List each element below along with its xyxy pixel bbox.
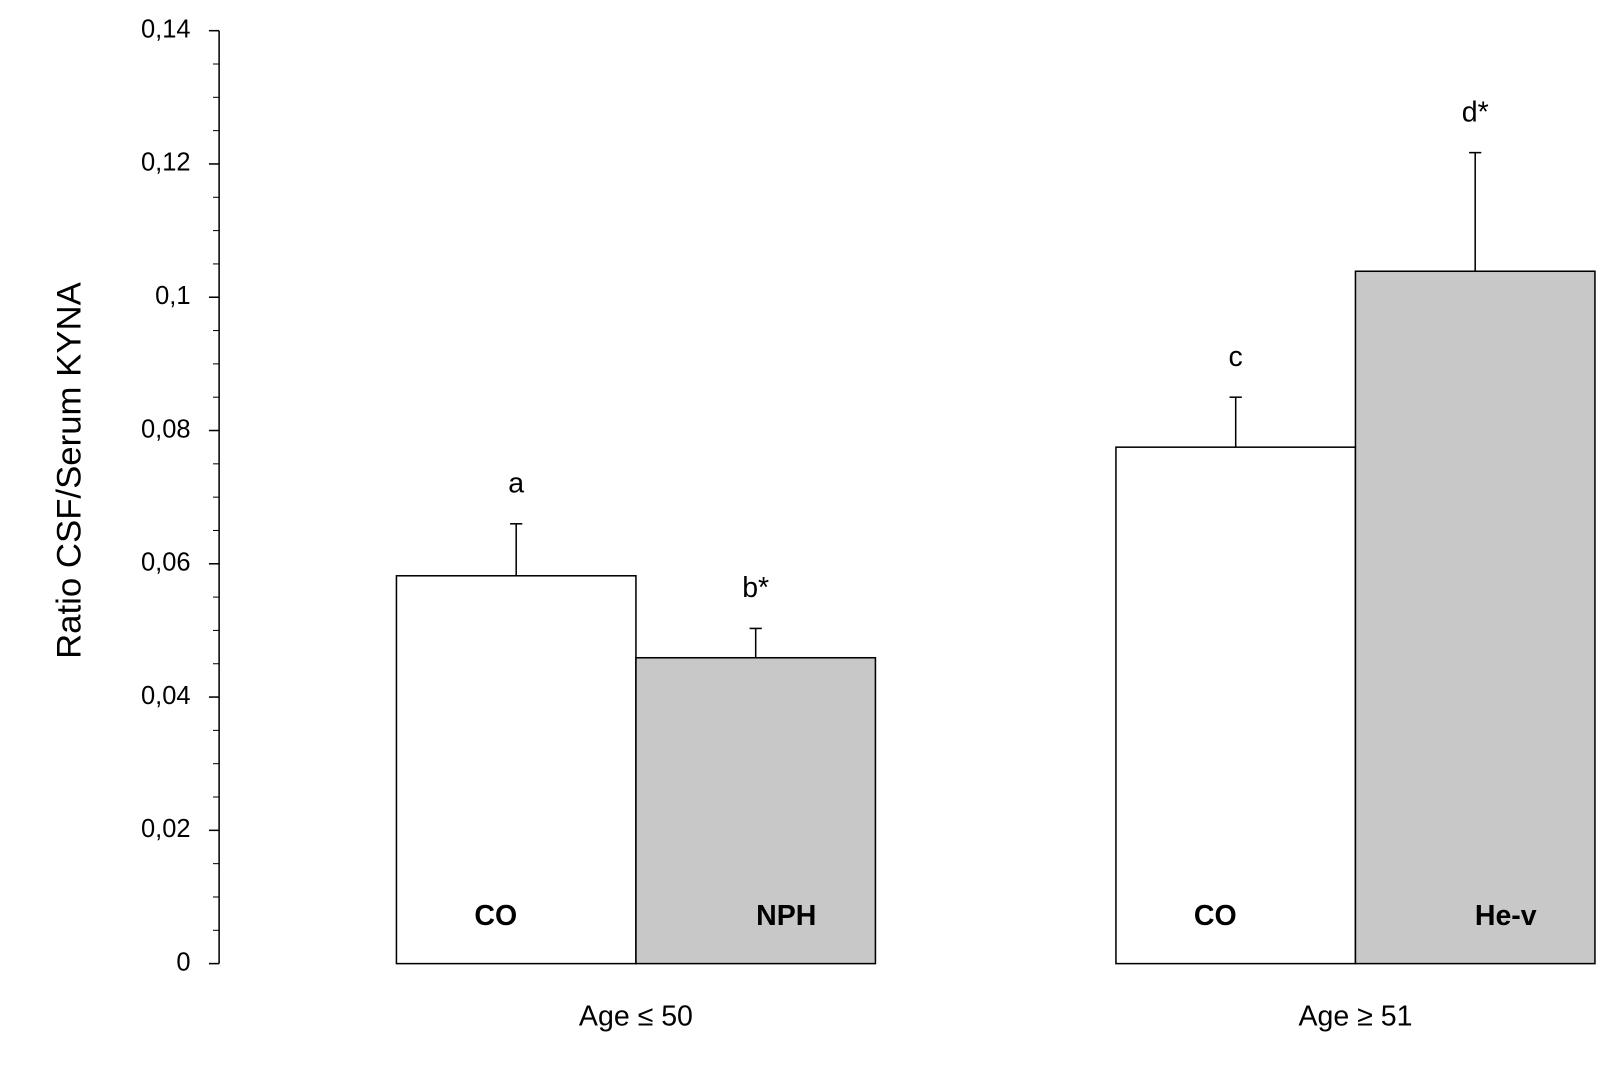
- y-tick-label: 0,12: [141, 149, 191, 177]
- y-tick-label: 0,02: [141, 815, 191, 843]
- y-tick-label: 0,08: [141, 415, 191, 443]
- bar: [395, 575, 637, 965]
- y-tick-label: 0,1: [155, 282, 190, 310]
- bar: [1115, 446, 1357, 965]
- category-label: Age ≤ 50: [579, 1000, 693, 1032]
- bar-label: He-v: [1475, 900, 1537, 932]
- bar-label: CO: [474, 900, 517, 932]
- annotation: d*: [1462, 96, 1489, 128]
- y-tick-label: 0: [176, 948, 190, 976]
- annotation: c: [1229, 341, 1243, 373]
- annotation: b*: [742, 572, 769, 604]
- y-axis-label: Ratio CSF/Serum KYNA: [51, 281, 89, 659]
- y-tick-label: 0,14: [141, 15, 191, 43]
- bar: [635, 656, 877, 965]
- annotation: a: [508, 467, 524, 499]
- y-tick-label: 0,06: [141, 548, 191, 576]
- bar-label: NPH: [756, 900, 816, 932]
- bar-label: CO: [1194, 900, 1237, 932]
- bar: [1354, 270, 1596, 965]
- y-tick-label: 0,04: [141, 682, 191, 710]
- category-label: Age ≥ 51: [1298, 1000, 1412, 1032]
